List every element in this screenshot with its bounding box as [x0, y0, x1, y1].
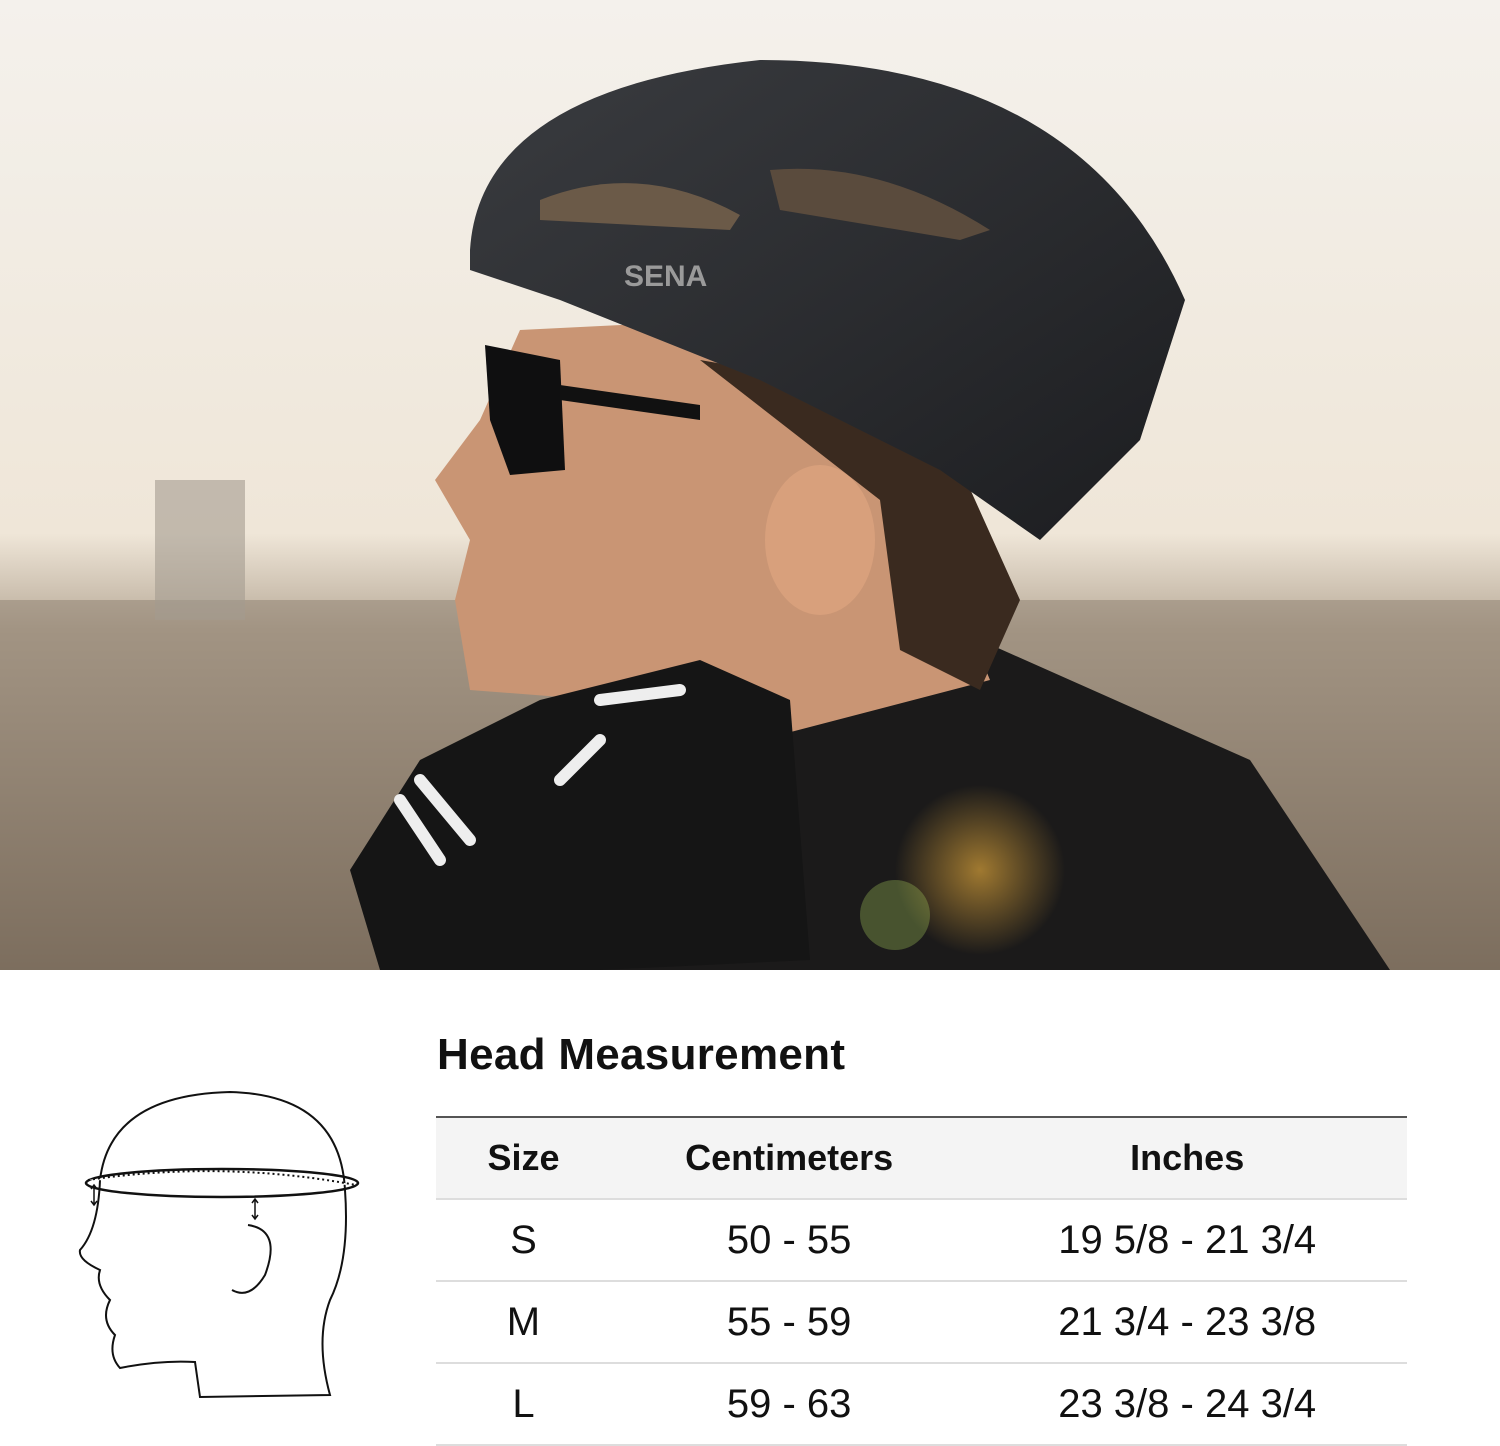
- cell-inches: 19 5/8 - 21 3/4: [967, 1198, 1407, 1281]
- cell-centimeters: 55 - 59: [610, 1280, 968, 1363]
- cell-inches: 21 3/4 - 23 3/8: [967, 1280, 1407, 1363]
- cell-inches: 23 3/8 - 24 3/4: [967, 1362, 1407, 1446]
- table-header-row: Size Centimeters Inches: [436, 1117, 1407, 1199]
- header-centimeters: Centimeters: [685, 1137, 894, 1178]
- page-title: Head Measurement: [437, 1030, 846, 1079]
- cell-size: L: [436, 1362, 611, 1446]
- cell-centimeters: 50 - 55: [610, 1198, 968, 1281]
- size-table: Size Centimeters Inches S 50 - 55 19 5/8…: [436, 1116, 1407, 1446]
- cell-size: S: [436, 1198, 611, 1281]
- cell-size: M: [436, 1280, 611, 1363]
- head-measurement-diagram: [78, 1090, 360, 1399]
- header-size: Size: [487, 1137, 560, 1178]
- cell-centimeters: 59 - 63: [610, 1362, 968, 1446]
- table-row: L 59 - 63 23 3/8 - 24 3/4: [436, 1362, 1407, 1446]
- helmet-logo: SENA: [624, 260, 707, 293]
- table-row: M 55 - 59 21 3/4 - 23 3/8: [436, 1280, 1407, 1363]
- header-inches: Inches: [1130, 1137, 1245, 1178]
- table-row: S 50 - 55 19 5/8 - 21 3/4: [436, 1198, 1407, 1281]
- product-photo-cyclist-helmet: SENA: [0, 0, 1500, 970]
